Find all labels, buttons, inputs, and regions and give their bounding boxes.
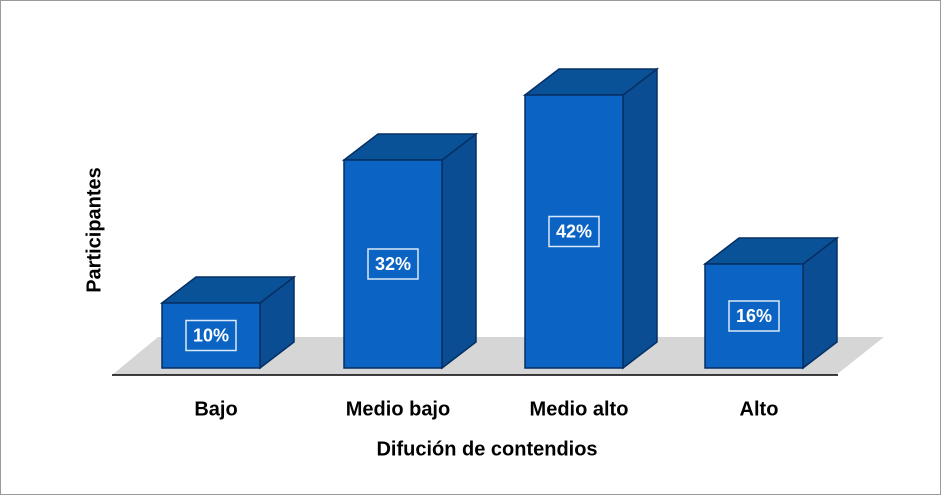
bar-side (441, 132, 477, 370)
x-tick-label: Medio bajo (346, 398, 450, 420)
value-label-box (728, 300, 780, 332)
value-label: 10% (193, 325, 229, 345)
y-axis-label: Participantes (83, 167, 105, 293)
floor (112, 337, 884, 375)
value-label-box (185, 319, 237, 352)
value-label: 32% (375, 254, 411, 274)
value-label-box (548, 215, 600, 248)
value-label-box (367, 248, 419, 280)
value-label: 16% (736, 306, 772, 326)
x-axis-label: Difución de contendios (376, 438, 597, 460)
x-tick-label: Bajo (194, 398, 237, 420)
x-tick-label: Alto (740, 398, 779, 420)
x-tick-label: Medio alto (530, 398, 629, 420)
value-label: 42% (556, 221, 592, 241)
bar-side (622, 67, 658, 370)
